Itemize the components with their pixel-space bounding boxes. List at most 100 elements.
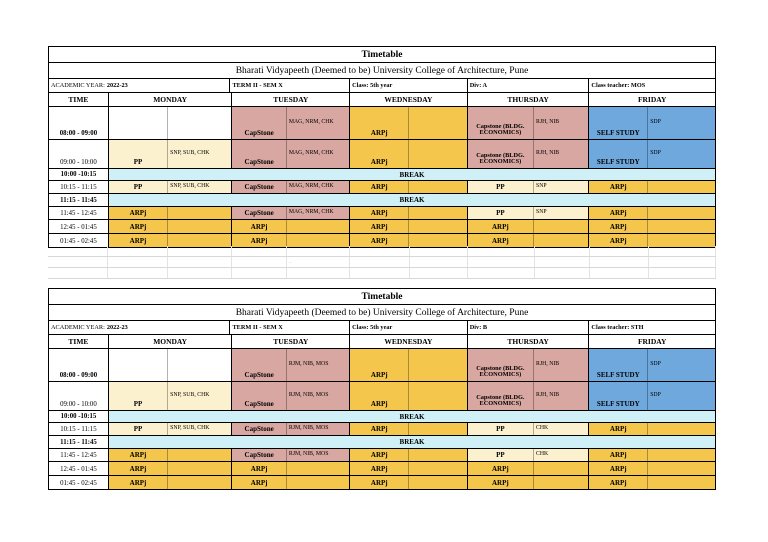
empty-grid-cell <box>168 246 232 256</box>
teacher-code-cell: MAG, NRM, CHK <box>286 140 350 168</box>
empty-grid-cell <box>108 246 168 256</box>
subject-cell: SELF STUDY <box>589 107 649 139</box>
term-cell: TERM II - SEM X <box>230 79 351 92</box>
subject-cell: ARPj <box>232 220 287 233</box>
thursday-slot: Capstone (BLDG. ECONOMICS) RJH, NIB <box>467 382 590 410</box>
friday-slot: ARPj <box>589 207 715 219</box>
teacher-code-cell: RJH, NIB <box>533 107 589 139</box>
time-cell: 12:45 - 01:45 <box>49 220 109 233</box>
empty-grid-cell <box>287 246 350 256</box>
friday-slot: SELF STUDY SDP <box>589 349 715 381</box>
time-cell: 11:15 - 11:45 <box>49 436 109 448</box>
empty-grid-cell <box>535 268 590 278</box>
subject-cell: PP <box>467 423 534 435</box>
subject-cell: Capstone (BLDG. ECONOMICS) <box>467 140 534 168</box>
subject-cell: ARPj <box>467 476 534 489</box>
teacher-code-cell <box>648 181 715 193</box>
teacher-code-cell: SNP, SUB, CHK <box>168 140 232 168</box>
teacher-code-cell <box>409 220 467 233</box>
subject-cell: PP <box>467 449 534 461</box>
teacher-code-cell: RJH, NIB <box>533 349 589 381</box>
teacher-code-cell <box>648 220 715 233</box>
time-cell: 10:15 - 11:15 <box>49 423 109 435</box>
header-thursday: THURSDAY <box>468 93 590 106</box>
class-cell: Class: 5th year <box>350 321 468 334</box>
wednesday-slot: ARPj <box>350 107 468 139</box>
teacher-code-cell: RJM, NIB, MOS <box>286 382 350 410</box>
tuesday-slot: CapStone RJM, NIB, MOS <box>232 449 351 461</box>
empty-grid-cell <box>535 246 590 256</box>
timeslot-row: 12:45 - 01:45 ARPj ARPj ARPj ARPj ARPj <box>49 220 715 234</box>
empty-grid-cell <box>287 268 350 278</box>
subject-cell: ARPj <box>589 423 649 435</box>
academic-year-cell: ACADEMIC YEAR: 2022-23 <box>49 321 231 334</box>
monday-slot: PP SNP, SUB, CHK <box>108 181 233 193</box>
empty-grid-cell <box>48 246 108 256</box>
header-wednesday: WEDNESDAY <box>350 335 468 348</box>
empty-grid-cell <box>232 268 287 278</box>
timeslot-row: 12:45 - 01:45 ARPj ARPj ARPj ARPj ARPj <box>49 462 715 476</box>
teacher-code-cell <box>409 234 467 247</box>
header-time: TIME <box>49 93 109 106</box>
teacher-code-cell <box>286 476 350 489</box>
subject-cell: ARPj <box>232 234 287 247</box>
academic-year-value: 2022-23 <box>106 82 128 89</box>
subject-cell: ARPj <box>232 462 287 475</box>
subject-cell: ARPj <box>108 449 169 461</box>
tuesday-slot: ARPj <box>232 234 351 247</box>
subject-cell: CapStone <box>232 449 287 461</box>
subject-cell: ARPj <box>467 220 534 233</box>
header-tuesday: TUESDAY <box>232 335 351 348</box>
monday-slot: PP SNP, SUB, CHK <box>108 423 233 435</box>
timeslot-row: 01:45 - 02:45 ARPj ARPj ARPj ARPj ARPj <box>49 476 715 489</box>
timeslot-row: 09:00 - 10:00 PP SNP, SUB, CHK CapStone RJM,… <box>49 382 715 411</box>
table-subtitle: Bharati Vidyapeeth (Deemed to be) Univer… <box>49 305 715 321</box>
subject-cell: ARPj <box>350 449 410 461</box>
empty-grid-cell <box>108 268 168 278</box>
empty-grid-row <box>48 246 716 257</box>
teacher-code-cell: SNP, SUB, CHK <box>168 382 232 410</box>
subject-cell: ARPj <box>350 234 410 247</box>
meta-row: ACADEMIC YEAR: 2022-23 TERM II - SEM X Cl… <box>49 321 715 335</box>
empty-grid-cell <box>350 268 410 278</box>
wednesday-slot: ARPj <box>350 382 468 410</box>
subject-cell: ARPj <box>350 423 410 435</box>
meta-row: ACADEMIC YEAR: 2022-23 TERM II - SEM X Cl… <box>49 79 715 93</box>
header-friday: FRIDAY <box>637 95 667 104</box>
monday-slot: ARPj <box>108 220 233 233</box>
term-cell: TERM II - SEM X <box>230 321 351 334</box>
teacher-code-cell: RJM, NIB, MOS <box>286 349 350 381</box>
teacher-code-cell: SDP <box>648 349 715 381</box>
break-row: 11:15 - 11:45 BREAK <box>49 194 715 207</box>
subject-cell: CapStone <box>232 181 287 193</box>
teacher-code-cell <box>168 476 232 489</box>
wednesday-slot: ARPj <box>350 462 468 475</box>
teacher-code-cell <box>168 349 232 381</box>
time-cell: 09:00 - 10:00 <box>49 140 109 168</box>
timeslot-row: 10:15 - 11:15 PP SNP, SUB, CHK CapStone MAG,… <box>49 181 715 194</box>
tuesday-slot: ARPj <box>232 476 351 489</box>
subject-cell: ARPj <box>108 234 169 247</box>
wednesday-slot: ARPj <box>350 140 468 168</box>
empty-grid-cell <box>649 246 716 256</box>
thursday-slot: Capstone (BLDG. ECONOMICS) RJH, NIB <box>467 140 590 168</box>
monday-slot: ARPj <box>108 462 233 475</box>
teacher-code-cell <box>648 207 715 219</box>
teacher-code-cell <box>286 462 350 475</box>
subject-cell: PP <box>108 140 169 168</box>
subject-cell <box>108 349 169 381</box>
subject-cell: ARPj <box>350 220 410 233</box>
teacher-code-cell <box>648 423 715 435</box>
teacher-code-cell <box>409 449 467 461</box>
empty-grid-cell <box>468 257 535 267</box>
class-teacher-cell: Class teacher: MOS <box>591 82 646 89</box>
wednesday-slot: ARPj <box>350 449 468 461</box>
wednesday-slot: ARPj <box>350 207 468 219</box>
thursday-slot: PP CHK <box>467 449 590 461</box>
subject-cell: ARPj <box>589 476 649 489</box>
teacher-code-cell: SDP <box>648 382 715 410</box>
teacher-code-cell: SNP <box>533 207 589 219</box>
friday-slot: ARPj <box>589 220 715 233</box>
monday-slot <box>108 107 233 139</box>
